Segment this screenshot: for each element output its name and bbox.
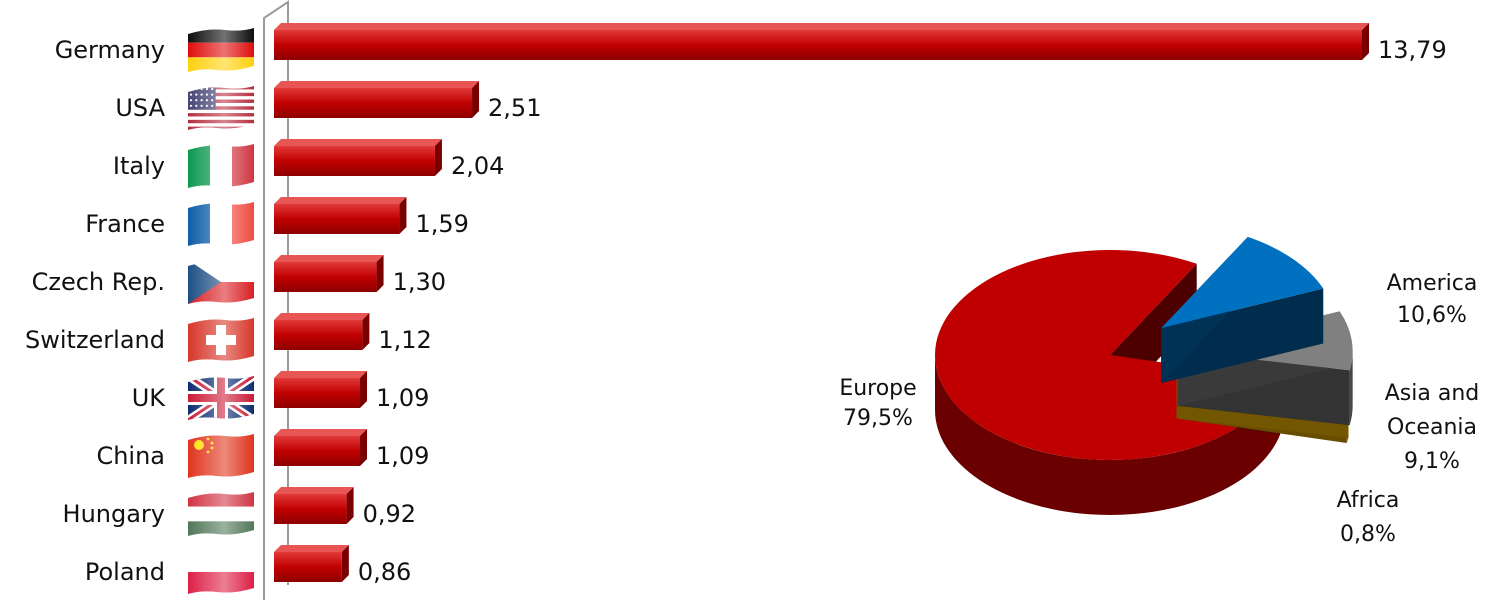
value-label: 2,51 xyxy=(488,94,541,122)
bar-row: Italy 2,04 xyxy=(113,139,504,188)
category-label: Italy xyxy=(113,152,165,180)
bar xyxy=(274,487,354,524)
czech-flag-icon xyxy=(188,260,254,304)
pie-label: Asia and Oceania 9,1% xyxy=(1385,381,1480,474)
value-label: 1,09 xyxy=(376,384,429,412)
slice-name: Europe xyxy=(839,376,916,401)
category-label: Germany xyxy=(55,36,165,64)
bar-row: Germany 13,79 xyxy=(55,23,1447,72)
slice-value: 79,5% xyxy=(843,406,913,431)
value-label: 1,09 xyxy=(376,442,429,470)
category-label: France xyxy=(85,210,165,238)
bar xyxy=(274,313,370,350)
slice-value: 0,8% xyxy=(1340,522,1396,547)
slice-value: 9,1% xyxy=(1404,449,1460,474)
bar-row: Hungary 0,92 xyxy=(63,487,416,536)
value-label: 13,79 xyxy=(1378,36,1447,64)
hungary-flag-icon xyxy=(188,492,254,536)
pie-label: America 10,6% xyxy=(1387,271,1478,328)
value-label: 1,59 xyxy=(415,210,468,238)
bar-row: China 1,09 xyxy=(96,429,429,478)
bar-row: France 1,59 xyxy=(85,197,469,246)
pie-chart: Europe 79,5% America 10,6% Asia and Oceania 9,… xyxy=(839,236,1480,547)
bar-row: USA 2,51 xyxy=(115,81,541,130)
bar xyxy=(274,371,367,408)
slice-name: Africa xyxy=(1337,488,1400,513)
bar-row: Switzerland 1,12 xyxy=(25,313,432,362)
bar xyxy=(274,429,367,466)
bar xyxy=(274,23,1369,60)
slice-name: Asia and Oceania xyxy=(1385,381,1480,440)
bar xyxy=(274,545,349,582)
pie-slice xyxy=(1161,236,1324,384)
category-label: USA xyxy=(115,94,165,122)
china-flag-icon xyxy=(188,434,254,478)
usa-flag-icon xyxy=(188,86,254,130)
category-label: Hungary xyxy=(63,500,165,528)
france-flag-icon xyxy=(188,202,254,246)
category-label: China xyxy=(96,442,165,470)
bar-chart: Germany 13,79 USA 2,51 Italy 2,04 France 1,59 Cz… xyxy=(25,0,1447,600)
uk-flag-icon xyxy=(188,376,254,420)
bar xyxy=(274,139,442,176)
value-label: 0,86 xyxy=(358,558,411,586)
bar-row: Poland 0,86 xyxy=(85,545,411,594)
bar-row: UK 1,09 xyxy=(132,371,429,420)
value-label: 0,92 xyxy=(363,500,416,528)
slice-value: 10,6% xyxy=(1397,303,1467,328)
bar xyxy=(274,255,384,292)
bar xyxy=(274,197,407,234)
category-label: Poland xyxy=(85,558,165,586)
value-label: 2,04 xyxy=(451,152,504,180)
pie-label: Europe 79,5% xyxy=(839,376,916,431)
value-label: 1,12 xyxy=(378,326,431,354)
italy-flag-icon xyxy=(188,144,254,188)
pie-label: Africa 0,8% xyxy=(1337,488,1400,547)
value-label: 1,30 xyxy=(393,268,446,296)
category-axis xyxy=(263,0,289,600)
germany-flag-icon xyxy=(188,28,254,72)
poland-flag-icon xyxy=(188,550,254,594)
slice-name: America xyxy=(1387,271,1478,296)
switzerland-flag-icon xyxy=(188,318,254,362)
category-label: Switzerland xyxy=(25,326,165,354)
category-label: UK xyxy=(132,384,167,412)
bar-row: Czech Rep. 1,30 xyxy=(32,255,446,304)
category-label: Czech Rep. xyxy=(32,268,165,296)
bar xyxy=(274,81,480,118)
